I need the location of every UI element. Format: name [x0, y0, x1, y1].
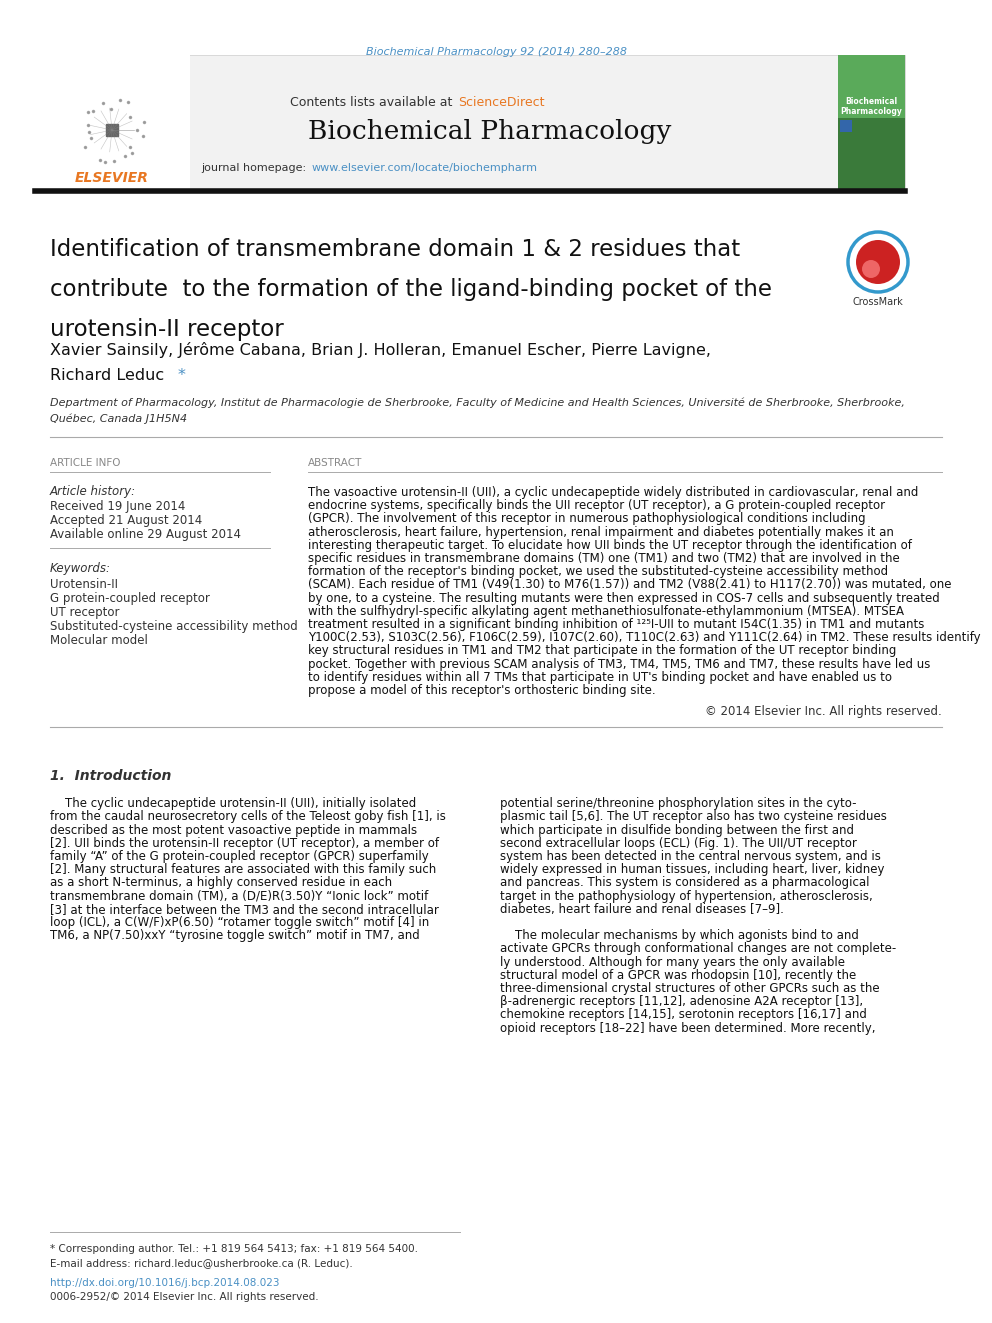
Text: target in the pathophysiology of hypertension, atherosclerosis,: target in the pathophysiology of hyperte… [500, 889, 873, 902]
Bar [35, 56, 190, 191]
Text: Xavier Sainsily, Jérôme Cabana, Brian J. Holleran, Emanuel Escher, Pierre Lavign: Xavier Sainsily, Jérôme Cabana, Brian J.… [50, 343, 711, 359]
Text: family “A” of the G protein-coupled receptor (GPCR) superfamily: family “A” of the G protein-coupled rece… [50, 849, 429, 863]
Text: which participate in disulfide bonding between the first and: which participate in disulfide bonding b… [500, 824, 854, 836]
Text: system has been detected in the central nervous system, and is: system has been detected in the central … [500, 849, 881, 863]
Text: from the caudal neurosecretory cells of the Teleost goby fish [1], is: from the caudal neurosecretory cells of … [50, 811, 445, 823]
Text: 0006-2952/© 2014 Elsevier Inc. All rights reserved.: 0006-2952/© 2014 Elsevier Inc. All right… [50, 1293, 318, 1302]
Text: TM6, a NP(7.50)xxY “tyrosine toggle switch” motif in TM7, and: TM6, a NP(7.50)xxY “tyrosine toggle swit… [50, 929, 420, 942]
Text: loop (ICL), a C(W/F)xP(6.50) “rotamer toggle switch” motif [4] in: loop (ICL), a C(W/F)xP(6.50) “rotamer to… [50, 916, 430, 929]
Text: Substituted-cysteine accessibility method: Substituted-cysteine accessibility metho… [50, 620, 298, 632]
Text: potential serine/threonine phosphorylation sites in the cyto-: potential serine/threonine phosphorylati… [500, 798, 856, 810]
Text: pocket. Together with previous SCAM analysis of TM3, TM4, TM5, TM6 and TM7, thes: pocket. Together with previous SCAM anal… [308, 658, 930, 671]
Bar [840, 120, 852, 132]
Text: Available online 29 August 2014: Available online 29 August 2014 [50, 528, 241, 541]
Text: The molecular mechanisms by which agonists bind to and: The molecular mechanisms by which agonis… [500, 929, 859, 942]
Text: second extracellular loops (ECL) (Fig. 1). The UII/UT receptor: second extracellular loops (ECL) (Fig. 1… [500, 837, 857, 849]
Text: key structural residues in TM1 and TM2 that participate in the formation of the : key structural residues in TM1 and TM2 t… [308, 644, 897, 658]
Text: ARTICLE INFO: ARTICLE INFO [50, 458, 120, 468]
Circle shape [856, 239, 900, 284]
Text: interesting therapeutic target. To elucidate how UII binds the UT receptor throu: interesting therapeutic target. To eluci… [308, 538, 912, 552]
Text: specific residues in transmembrane domains (TM) one (TM1) and two (TM2) that are: specific residues in transmembrane domai… [308, 552, 900, 565]
Circle shape [862, 261, 880, 278]
Text: * Corresponding author. Tel.: +1 819 564 5413; fax: +1 819 564 5400.: * Corresponding author. Tel.: +1 819 564… [50, 1244, 418, 1254]
Bar [838, 56, 905, 191]
Text: as a short N-terminus, a highly conserved residue in each: as a short N-terminus, a highly conserve… [50, 876, 392, 889]
Text: chemokine receptors [14,15], serotonin receptors [16,17] and: chemokine receptors [14,15], serotonin r… [500, 1008, 867, 1021]
Text: The vasoactive urotensin-II (UII), a cyclic undecapeptide widely distributed in : The vasoactive urotensin-II (UII), a cyc… [308, 486, 919, 499]
Text: Department of Pharmacology, Institut de Pharmacologie de Sherbrooke, Faculty of : Department of Pharmacology, Institut de … [50, 398, 905, 409]
Text: propose a model of this receptor's orthosteric binding site.: propose a model of this receptor's ortho… [308, 684, 656, 697]
Bar [35, 56, 905, 191]
Text: ELSEVIER: ELSEVIER [75, 171, 149, 185]
Text: (SCAM). Each residue of TM1 (V49(1.30) to M76(1.57)) and TM2 (V88(2.41) to H117(: (SCAM). Each residue of TM1 (V49(1.30) t… [308, 578, 951, 591]
Text: Québec, Canada J1H5N4: Québec, Canada J1H5N4 [50, 413, 187, 423]
Text: E-mail address: richard.leduc@usherbrooke.ca (R. Leduc).: E-mail address: richard.leduc@usherbrook… [50, 1258, 353, 1267]
Text: activate GPCRs through conformational changes are not complete-: activate GPCRs through conformational ch… [500, 942, 896, 955]
Text: ABSTRACT: ABSTRACT [308, 458, 362, 468]
Text: contribute  to the formation of the ligand-binding pocket of the: contribute to the formation of the ligan… [50, 278, 772, 302]
Text: Received 19 June 2014: Received 19 June 2014 [50, 500, 186, 513]
Text: Richard Leduc: Richard Leduc [50, 368, 170, 382]
Text: Biochemical Pharmacology: Biochemical Pharmacology [309, 119, 672, 144]
Text: treatment resulted in a significant binding inhibition of ¹²⁵I-UII to mutant I54: treatment resulted in a significant bind… [308, 618, 925, 631]
Text: endocrine systems, specifically binds the UII receptor (UT receptor), a G protei: endocrine systems, specifically binds th… [308, 499, 885, 512]
Text: [2]. UII binds the urotensin-II receptor (UT receptor), a member of: [2]. UII binds the urotensin-II receptor… [50, 837, 439, 849]
Text: © 2014 Elsevier Inc. All rights reserved.: © 2014 Elsevier Inc. All rights reserved… [705, 705, 942, 718]
Text: Contents lists available at: Contents lists available at [290, 95, 456, 108]
Text: to identify residues within all 7 TMs that participate in UT's binding pocket an: to identify residues within all 7 TMs th… [308, 671, 892, 684]
Text: Accepted 21 August 2014: Accepted 21 August 2014 [50, 515, 202, 527]
Text: http://dx.doi.org/10.1016/j.bcp.2014.08.023: http://dx.doi.org/10.1016/j.bcp.2014.08.… [50, 1278, 280, 1289]
Text: Article history:: Article history: [50, 486, 136, 497]
Text: plasmic tail [5,6]. The UT receptor also has two cysteine residues: plasmic tail [5,6]. The UT receptor also… [500, 811, 887, 823]
Text: ScienceDirect: ScienceDirect [458, 95, 545, 108]
Text: (GPCR). The involvement of this receptor in numerous pathophysiological conditio: (GPCR). The involvement of this receptor… [308, 512, 866, 525]
Text: opioid receptors [18–22] have been determined. More recently,: opioid receptors [18–22] have been deter… [500, 1021, 876, 1035]
Text: formation of the receptor's binding pocket, we used the substituted-cysteine acc: formation of the receptor's binding pock… [308, 565, 888, 578]
Text: journal homepage:: journal homepage: [201, 163, 310, 173]
Text: widely expressed in human tissues, including heart, liver, kidney: widely expressed in human tissues, inclu… [500, 863, 885, 876]
Text: The cyclic undecapeptide urotensin-II (UII), initially isolated: The cyclic undecapeptide urotensin-II (U… [50, 798, 417, 810]
Text: Y100C(2.53), S103C(2.56), F106C(2.59), I107C(2.60), T110C(2.63) and Y111C(2.64) : Y100C(2.53), S103C(2.56), F106C(2.59), I… [308, 631, 981, 644]
Text: Keywords:: Keywords: [50, 562, 111, 576]
Text: 1.  Introduction: 1. Introduction [50, 769, 172, 783]
Text: Identification of transmembrane domain 1 & 2 residues that: Identification of transmembrane domain 1… [50, 238, 740, 261]
Text: [2]. Many structural features are associated with this family such: [2]. Many structural features are associ… [50, 863, 436, 876]
Text: described as the most potent vasoactive peptide in mammals: described as the most potent vasoactive … [50, 824, 417, 836]
Text: β-adrenergic receptors [11,12], adenosine A2A receptor [13],: β-adrenergic receptors [11,12], adenosin… [500, 995, 863, 1008]
Text: www.elsevier.com/locate/biochempharm: www.elsevier.com/locate/biochempharm [312, 163, 538, 173]
Text: Molecular model: Molecular model [50, 634, 148, 647]
Text: with the sulfhydryl-specific alkylating agent methanethiosulfonate-ethylammonium: with the sulfhydryl-specific alkylating … [308, 605, 904, 618]
Text: and pancreas. This system is considered as a pharmacological: and pancreas. This system is considered … [500, 876, 870, 889]
Text: structural model of a GPCR was rhodopsin [10], recently the: structural model of a GPCR was rhodopsin… [500, 968, 856, 982]
Bar [838, 56, 905, 118]
Text: CrossMark: CrossMark [853, 296, 904, 307]
Text: Biochemical Pharmacology 92 (2014) 280–288: Biochemical Pharmacology 92 (2014) 280–2… [365, 48, 627, 57]
Text: diabetes, heart failure and renal diseases [7–9].: diabetes, heart failure and renal diseas… [500, 902, 784, 916]
Text: Biochemical: Biochemical [845, 98, 897, 106]
Text: UT receptor: UT receptor [50, 606, 119, 619]
Text: urotensin-II receptor: urotensin-II receptor [50, 318, 284, 341]
Text: [3] at the interface between the TM3 and the second intracellular: [3] at the interface between the TM3 and… [50, 902, 438, 916]
Text: Urotensin-II: Urotensin-II [50, 578, 118, 591]
Text: three-dimensional crystal structures of other GPCRs such as the: three-dimensional crystal structures of … [500, 982, 880, 995]
Text: G protein-coupled receptor: G protein-coupled receptor [50, 591, 210, 605]
Text: ly understood. Although for many years the only available: ly understood. Although for many years t… [500, 955, 845, 968]
Text: atherosclerosis, heart failure, hypertension, renal impairment and diabetes pote: atherosclerosis, heart failure, hyperten… [308, 525, 894, 538]
Text: Pharmacology: Pharmacology [840, 107, 902, 116]
Text: *: * [178, 368, 186, 382]
Text: transmembrane domain (TM), a (D/E)R(3.50)Y “Ionic lock” motif: transmembrane domain (TM), a (D/E)R(3.50… [50, 889, 429, 902]
Text: by one, to a cysteine. The resulting mutants were then expressed in COS-7 cells : by one, to a cysteine. The resulting mut… [308, 591, 939, 605]
